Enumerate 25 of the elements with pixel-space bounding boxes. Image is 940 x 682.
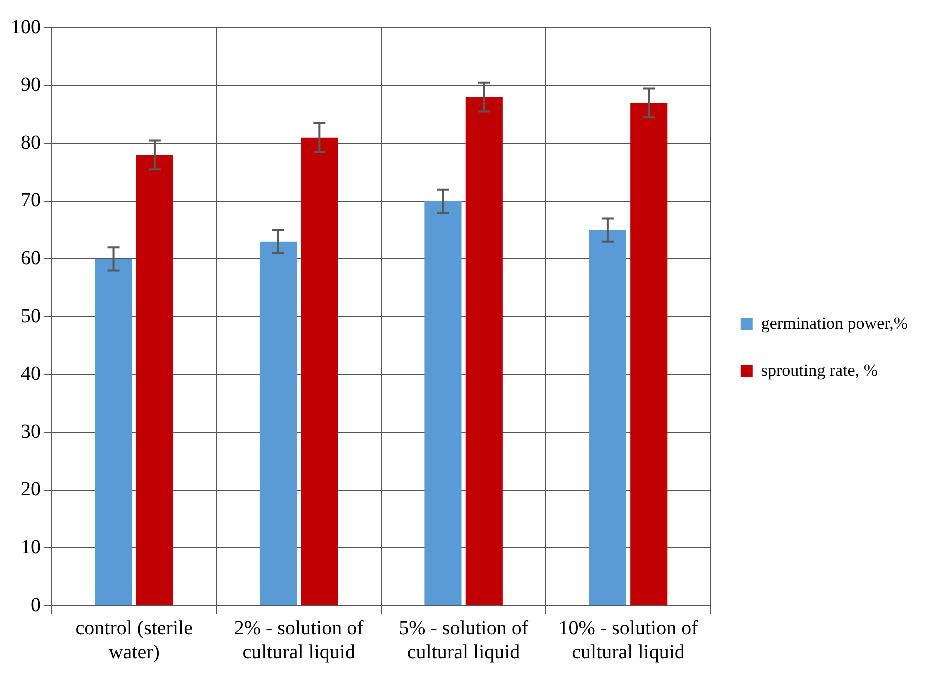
y-tick-label: 60 <box>21 247 41 270</box>
bar <box>260 242 298 606</box>
y-tick-label: 80 <box>21 132 41 154</box>
x-tick-label: 2% - solution of cultural liquid <box>234 617 364 664</box>
x-tick-label: 5% - solution of cultural liquid <box>399 617 529 664</box>
y-tick-label: 10 <box>21 536 41 558</box>
bar <box>589 230 626 606</box>
bar <box>630 103 668 606</box>
bar <box>95 259 132 606</box>
x-tick-label: control (sterile water) <box>76 617 194 664</box>
bar <box>424 201 462 606</box>
y-tick-label: 30 <box>21 420 41 443</box>
x-tick-label: 10% - solution of cultural liquid <box>558 617 699 664</box>
y-tick-label: 50 <box>21 305 41 328</box>
bar <box>466 97 503 606</box>
bar <box>136 155 174 606</box>
y-tick-label: 90 <box>21 74 41 96</box>
y-tick-label: 0 <box>31 594 41 616</box>
y-tick-label: 20 <box>21 478 41 501</box>
legend-label: germination power,% <box>761 314 908 333</box>
bar <box>301 138 338 606</box>
y-tick-label: 70 <box>21 190 41 212</box>
y-tick-label: 100 <box>11 16 41 38</box>
y-tick-label: 40 <box>21 363 41 386</box>
legend-label: sprouting rate, % <box>761 360 878 380</box>
